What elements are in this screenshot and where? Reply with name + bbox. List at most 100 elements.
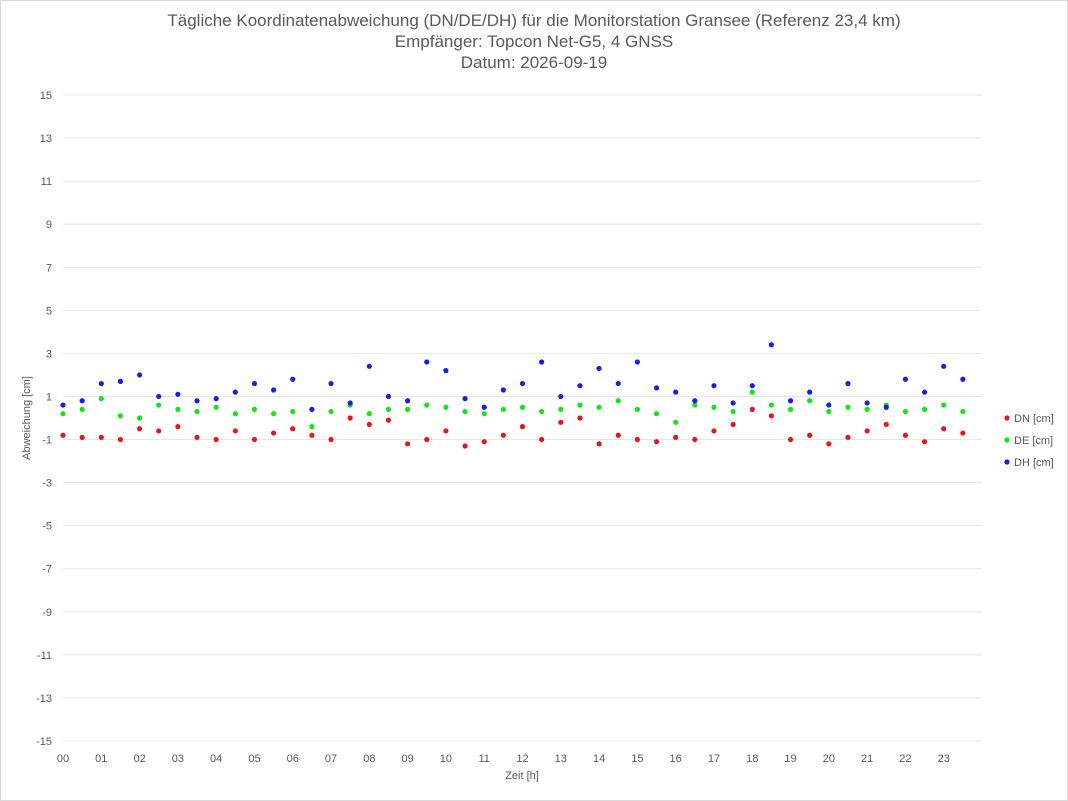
point-dh	[960, 376, 966, 382]
point-de	[577, 402, 583, 408]
point-dh	[443, 368, 449, 374]
point-dn	[328, 436, 334, 443]
legend-marker-de	[1004, 437, 1010, 443]
point-de	[921, 406, 928, 412]
point-dn	[347, 415, 353, 421]
point-dn	[79, 434, 85, 440]
grid-lines	[63, 94, 982, 742]
point-dh	[596, 365, 602, 372]
point-dh	[864, 400, 870, 406]
point-dh	[787, 398, 794, 404]
point-dn	[290, 426, 296, 432]
y-tick-label: -5	[42, 521, 52, 533]
point-dn	[271, 430, 277, 436]
point-de	[98, 396, 104, 402]
x-tick-label: 02	[133, 753, 145, 765]
x-tick-label: 21	[861, 753, 873, 765]
point-de	[864, 406, 870, 412]
y-tick-label: -9	[42, 607, 52, 619]
point-dn	[558, 419, 564, 425]
point-dh	[615, 380, 621, 387]
x-tick-label: 20	[823, 753, 835, 765]
y-axis-ticks: 15 13 11 9 7 5 3 1 -1 -3 -5 -7 -9 -11 -13 -15	[36, 90, 52, 748]
point-dn	[405, 441, 411, 447]
x-tick-label: 15	[631, 753, 643, 765]
point-de	[366, 411, 372, 417]
point-dn	[615, 432, 621, 438]
legend-label: DH [cm]	[1014, 457, 1054, 469]
chart-titles: Tägliche Koordinatenabweichung (DN/DE/DH…	[0, 10, 1068, 73]
point-de	[596, 404, 602, 410]
point-dh	[328, 380, 334, 387]
point-de	[539, 408, 545, 415]
x-tick-label: 12	[516, 753, 528, 765]
x-tick-label: 22	[899, 753, 911, 765]
point-de	[711, 404, 717, 410]
point-dh	[519, 380, 526, 387]
point-dh	[921, 389, 928, 395]
data-points	[60, 342, 966, 449]
y-tick-label: -1	[42, 435, 52, 447]
point-dh	[941, 363, 947, 369]
point-de	[845, 404, 851, 410]
point-dn	[194, 434, 200, 440]
x-tick-label: 07	[325, 753, 337, 765]
point-dn	[175, 424, 181, 430]
chart-date: Datum: 2026-09-19	[460, 53, 608, 72]
point-de	[692, 402, 698, 408]
point-dn	[156, 428, 162, 434]
point-de	[443, 404, 449, 410]
point-dh	[807, 389, 813, 395]
x-axis-ticks: 00 01 02 03 04 05 06 07 08 09 10 11 12 13 14 15 16 17 18 19…	[57, 753, 950, 765]
point-dh	[462, 396, 468, 402]
x-tick-label: 16	[670, 753, 682, 765]
point-de	[462, 408, 468, 415]
point-dh	[653, 385, 660, 391]
point-dh	[347, 400, 353, 406]
point-dn	[98, 434, 104, 440]
x-tick-label: 03	[172, 753, 184, 765]
point-dn	[309, 432, 315, 438]
point-de	[194, 408, 200, 415]
point-dh	[481, 404, 487, 410]
point-dn	[251, 436, 258, 443]
legend-label: DN [cm]	[1014, 413, 1054, 425]
point-dn	[768, 413, 774, 419]
point-dn	[883, 421, 889, 428]
point-dh	[845, 380, 851, 387]
point-dn	[519, 424, 526, 430]
point-de	[117, 413, 124, 419]
point-de	[385, 406, 392, 412]
point-dn	[845, 434, 851, 440]
point-dh	[309, 406, 315, 412]
point-dn	[539, 436, 545, 443]
point-dn	[864, 428, 870, 434]
point-dn	[213, 436, 219, 443]
x-tick-label: 14	[593, 753, 605, 765]
point-de	[60, 411, 66, 417]
point-de	[481, 411, 487, 417]
point-dn	[481, 439, 487, 445]
point-dn	[711, 428, 717, 434]
y-tick-label: -13	[36, 693, 52, 705]
point-de	[500, 406, 506, 412]
point-dh	[692, 398, 698, 404]
x-tick-label: 06	[287, 753, 299, 765]
point-dh	[424, 359, 430, 365]
x-tick-label: 18	[746, 753, 758, 765]
point-dh	[290, 376, 296, 382]
y-tick-label: -15	[36, 736, 52, 748]
point-dn	[500, 432, 506, 438]
point-dh	[634, 359, 640, 365]
point-dh	[500, 387, 506, 393]
x-tick-label: 23	[938, 753, 950, 765]
y-tick-label: 3	[46, 348, 52, 360]
point-dn	[921, 439, 928, 445]
point-de	[175, 406, 181, 412]
point-dh	[539, 359, 545, 365]
point-de	[960, 408, 966, 415]
point-de	[768, 402, 774, 408]
point-de	[807, 398, 813, 404]
